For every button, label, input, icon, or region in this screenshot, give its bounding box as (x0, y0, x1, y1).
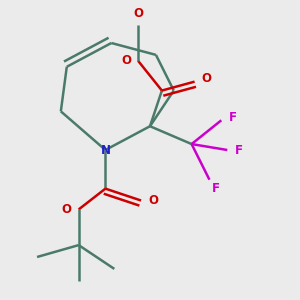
Text: O: O (148, 194, 158, 207)
Text: F: F (235, 143, 243, 157)
Text: O: O (121, 54, 131, 67)
Text: O: O (62, 203, 72, 216)
Text: O: O (133, 7, 143, 20)
Text: F: F (212, 182, 219, 195)
Text: N: N (100, 143, 110, 157)
Text: F: F (229, 111, 237, 124)
Text: O: O (202, 72, 212, 85)
